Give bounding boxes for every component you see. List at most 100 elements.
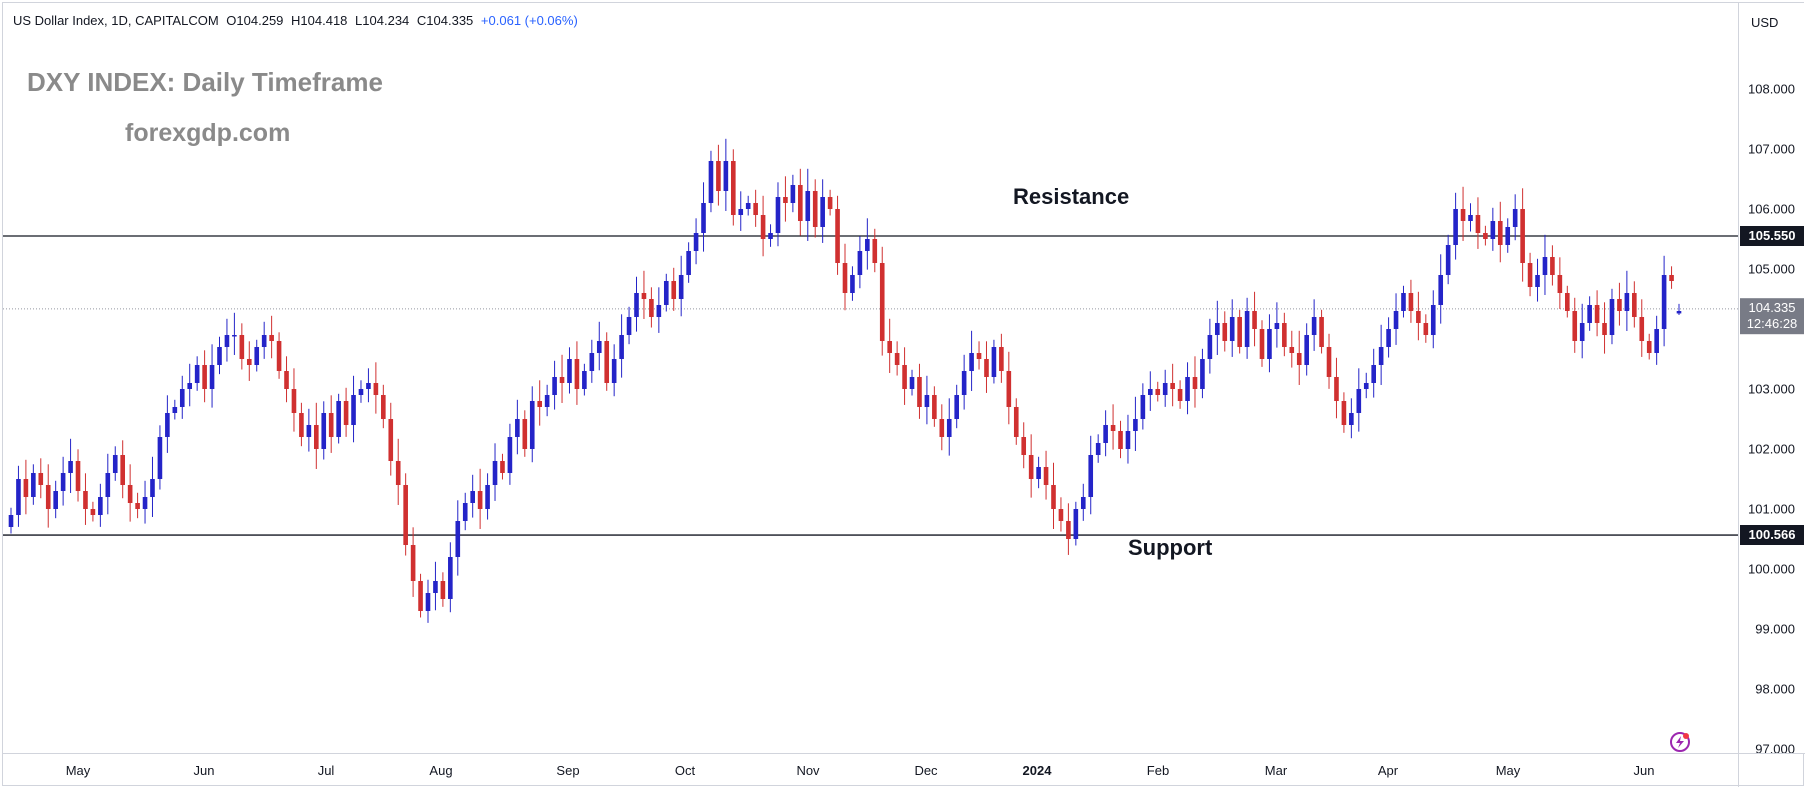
candle[interactable]: [1609, 288, 1615, 345]
candle[interactable]: [31, 464, 36, 505]
candle[interactable]: [1423, 314, 1429, 343]
candle[interactable]: [775, 182, 781, 247]
candle[interactable]: [1140, 383, 1146, 430]
candle[interactable]: [1066, 503, 1071, 555]
candle[interactable]: [1267, 314, 1272, 373]
candle[interactable]: [798, 168, 803, 236]
candle[interactable]: [1550, 245, 1555, 286]
candle[interactable]: [1058, 497, 1064, 532]
candle[interactable]: [663, 273, 669, 312]
candle[interactable]: [626, 306, 632, 345]
candle[interactable]: [529, 386, 535, 463]
candle[interactable]: [1386, 317, 1391, 358]
candle[interactable]: [723, 138, 729, 211]
candle[interactable]: [1542, 234, 1548, 295]
candle[interactable]: [381, 384, 386, 429]
candle[interactable]: [671, 267, 677, 311]
candle[interactable]: [1185, 362, 1190, 415]
candle[interactable]: [567, 347, 572, 394]
candle[interactable]: [1073, 501, 1079, 546]
candle[interactable]: [1579, 303, 1585, 359]
candle[interactable]: [872, 228, 878, 273]
candle[interactable]: [552, 360, 557, 410]
candle[interactable]: [1624, 270, 1630, 331]
flash-icon[interactable]: [1669, 731, 1691, 753]
candle[interactable]: [485, 473, 490, 520]
candle[interactable]: [224, 318, 230, 362]
candle[interactable]: [1110, 404, 1116, 450]
candle[interactable]: [1021, 422, 1027, 469]
candle[interactable]: [1646, 333, 1652, 360]
candle[interactable]: [1289, 330, 1295, 368]
candle[interactable]: [1051, 462, 1056, 529]
candle[interactable]: [917, 363, 922, 419]
candle[interactable]: [708, 150, 714, 213]
candle[interactable]: [165, 395, 170, 453]
candle[interactable]: [894, 341, 900, 376]
candle[interactable]: [433, 561, 438, 611]
candle[interactable]: [1296, 330, 1302, 385]
resistance-annotation[interactable]: Resistance: [1013, 184, 1130, 209]
candle[interactable]: [1043, 450, 1049, 500]
candle[interactable]: [1527, 252, 1533, 297]
candle[interactable]: [1453, 192, 1458, 260]
scale-corner[interactable]: [1738, 753, 1805, 787]
candle[interactable]: [842, 243, 848, 311]
candle[interactable]: [1103, 410, 1108, 457]
candle[interactable]: [351, 375, 356, 443]
candle[interactable]: [1162, 369, 1168, 407]
candle[interactable]: [135, 492, 140, 519]
candle[interactable]: [1475, 197, 1481, 249]
candle[interactable]: [783, 176, 788, 222]
candle[interactable]: [1639, 299, 1645, 357]
candle[interactable]: [738, 191, 744, 231]
candle[interactable]: [701, 182, 706, 252]
candle[interactable]: [850, 266, 855, 301]
candle[interactable]: [790, 174, 796, 213]
candle[interactable]: [418, 573, 423, 618]
candle[interactable]: [589, 339, 595, 383]
candle[interactable]: [83, 473, 88, 525]
candle[interactable]: [1028, 434, 1034, 498]
candle[interactable]: [686, 242, 691, 283]
candle[interactable]: [179, 375, 185, 419]
candle[interactable]: [1229, 299, 1235, 357]
candle[interactable]: [1393, 293, 1399, 345]
candle[interactable]: [1125, 414, 1131, 464]
candle[interactable]: [1654, 315, 1659, 365]
candle[interactable]: [1244, 297, 1250, 359]
candle[interactable]: [887, 318, 892, 373]
candle[interactable]: [1669, 266, 1674, 289]
candle[interactable]: [1311, 299, 1317, 351]
candle[interactable]: [75, 449, 81, 502]
candle[interactable]: [582, 363, 587, 396]
candle[interactable]: [1438, 254, 1444, 324]
candle[interactable]: [984, 341, 989, 393]
candle[interactable]: [753, 189, 758, 227]
candle[interactable]: [209, 344, 215, 408]
candlestick-chart[interactable]: [3, 3, 1738, 753]
candle[interactable]: [1095, 434, 1101, 463]
candle[interactable]: [120, 440, 126, 499]
candle[interactable]: [45, 464, 51, 528]
candle[interactable]: [38, 458, 44, 499]
candle[interactable]: [1356, 368, 1362, 432]
candle[interactable]: [1572, 297, 1578, 353]
candle[interactable]: [604, 332, 610, 391]
candle[interactable]: [1133, 396, 1138, 451]
candle[interactable]: [1564, 285, 1570, 318]
candle[interactable]: [954, 384, 960, 429]
candle[interactable]: [1490, 207, 1496, 251]
candle[interactable]: [969, 330, 974, 391]
candle[interactable]: [649, 287, 654, 328]
candle[interactable]: [1363, 372, 1369, 399]
candle[interactable]: [537, 380, 543, 426]
candle[interactable]: [611, 344, 617, 397]
candle[interactable]: [730, 149, 736, 226]
candle[interactable]: [1013, 398, 1019, 445]
candle[interactable]: [1520, 188, 1525, 282]
candle[interactable]: [879, 246, 885, 356]
candle[interactable]: [1200, 348, 1205, 399]
candle[interactable]: [976, 341, 982, 370]
candle[interactable]: [448, 542, 453, 613]
